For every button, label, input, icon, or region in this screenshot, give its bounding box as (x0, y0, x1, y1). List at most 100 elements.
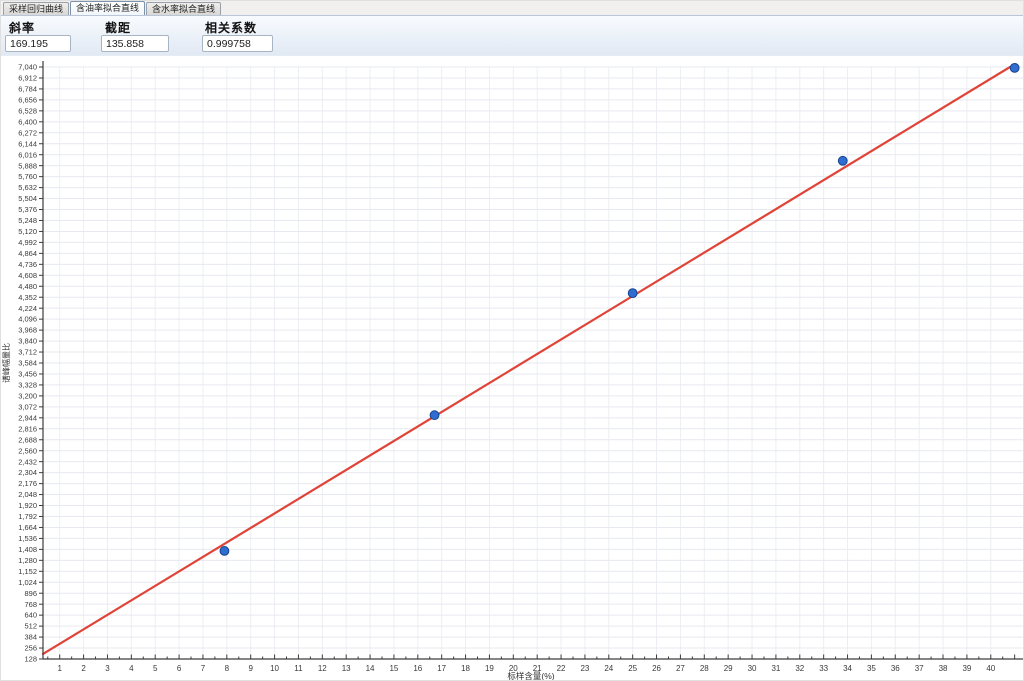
x-tick-label: 8 (225, 664, 230, 673)
x-tick-label: 11 (294, 664, 303, 673)
y-tick-label: 4,480 (18, 282, 37, 291)
x-tick-label: 31 (771, 664, 780, 673)
fit-line (41, 65, 1012, 656)
points-layer (219, 62, 1020, 556)
tab-sample-regression-curve[interactable]: 采样回归曲线 (3, 2, 70, 15)
y-tick-label: 5,760 (18, 172, 37, 181)
series-layer (41, 65, 1012, 656)
y-tick-label: 512 (24, 622, 37, 631)
y-tick-label: 2,432 (18, 457, 37, 466)
y-tick-label: 5,504 (18, 194, 37, 203)
x-tick-label: 2 (81, 664, 86, 673)
x-tick-label: 16 (413, 664, 422, 673)
x-tick-label: 15 (389, 664, 398, 673)
x-tick-label: 19 (485, 664, 494, 673)
tab-water-content-fit-line[interactable]: 含水率拟合直线 (146, 2, 222, 15)
y-tick-label: 5,248 (18, 216, 37, 225)
x-tick-label: 13 (342, 664, 351, 673)
correlation-coefficient-value-field[interactable] (202, 35, 273, 52)
x-tick-label: 30 (748, 664, 757, 673)
calibration-chart-area: 1 2 3 4 5 6 7 8 9 10 11 12 13 14 15 16 17 18 19 20 21 22 23 24 2… (1, 56, 1023, 681)
x-tick-label: 9 (248, 664, 253, 673)
y-tick-label: 6,016 (18, 150, 37, 159)
axis-layer: 1 2 3 4 5 6 7 8 9 10 11 12 13 14 15 16 17 18 19 20 21 22 23 24 2… (18, 61, 1023, 673)
data-point (627, 288, 638, 299)
intercept-value-field[interactable] (101, 35, 169, 52)
x-tick-label: 26 (652, 664, 661, 673)
y-tick-label: 3,456 (18, 370, 37, 379)
fit-parameter-panel: 斜率 截距 相关系数 (1, 15, 1023, 56)
y-tick-label: 1,920 (18, 501, 37, 510)
calibration-scatter-chart: 1 2 3 4 5 6 7 8 9 10 11 12 13 14 15 16 17 18 19 20 21 22 23 24 2… (1, 61, 1023, 681)
x-tick-label: 21 (533, 664, 542, 673)
y-tick-label: 6,528 (18, 106, 37, 115)
x-axis-title: 标样含量(%) (507, 671, 554, 681)
y-tick-label: 2,816 (18, 424, 37, 433)
y-tick-label: 2,176 (18, 479, 37, 488)
x-tick-label: 39 (962, 664, 971, 673)
y-tick-label: 2,048 (18, 490, 37, 499)
y-tick-label: 3,712 (18, 348, 37, 357)
x-tick-label: 1 (57, 664, 62, 673)
y-tick-label: 1,152 (18, 567, 37, 576)
x-tick-label: 38 (939, 664, 948, 673)
x-tick-label: 4 (129, 664, 134, 673)
y-tick-label: 6,144 (18, 139, 37, 148)
y-tick-label: 4,096 (18, 315, 37, 324)
y-tick-label: 1,024 (18, 578, 37, 587)
y-tick-label: 7,040 (18, 63, 37, 72)
x-tick-label: 33 (819, 664, 828, 673)
y-tick-label: 1,536 (18, 534, 37, 543)
y-axis-title: 谱峰幅量比 (1, 343, 11, 383)
x-tick-label: 22 (557, 664, 566, 673)
y-tick-label: 1,280 (18, 556, 37, 565)
x-tick-label: 7 (201, 664, 206, 673)
y-tick-label: 5,120 (18, 227, 37, 236)
y-tick-label: 2,688 (18, 435, 37, 444)
y-tick-label: 640 (24, 611, 37, 620)
x-tick-label: 25 (628, 664, 637, 673)
x-tick-label: 27 (676, 664, 685, 673)
x-tick-label: 10 (270, 664, 279, 673)
y-tick-label: 5,376 (18, 205, 37, 214)
y-tick-label: 4,992 (18, 238, 37, 247)
data-point (837, 155, 848, 166)
tab-strip: 采样回归曲线 含油率拟合直线 含水率拟合直线 (1, 1, 1023, 15)
y-tick-label: 3,200 (18, 391, 37, 400)
y-tick-label: 3,072 (18, 402, 37, 411)
data-point (429, 410, 440, 421)
x-tick-label: 35 (867, 664, 876, 673)
y-tick-label: 4,608 (18, 271, 37, 280)
y-tick-label: 1,664 (18, 523, 37, 532)
y-tick-label: 5,888 (18, 161, 37, 170)
x-tick-label: 18 (461, 664, 470, 673)
x-tick-label: 29 (724, 664, 733, 673)
y-tick-label: 5,632 (18, 183, 37, 192)
x-tick-label: 12 (318, 664, 327, 673)
x-tick-label: 32 (795, 664, 804, 673)
y-tick-label: 2,944 (18, 413, 37, 422)
y-tick-label: 2,560 (18, 446, 37, 455)
slope-value-field[interactable] (5, 35, 71, 52)
y-tick-label: 1,792 (18, 512, 37, 521)
y-tick-label: 6,784 (18, 85, 37, 94)
y-tick-label: 3,840 (18, 337, 37, 346)
x-tick-label: 20 (509, 664, 518, 673)
y-tick-label: 6,272 (18, 128, 37, 137)
x-tick-label: 24 (604, 664, 613, 673)
y-tick-label: 3,328 (18, 381, 37, 390)
x-tick-label: 34 (843, 664, 852, 673)
y-tick-label: 4,864 (18, 249, 37, 258)
y-tick-label: 6,912 (18, 74, 37, 83)
y-tick-label: 896 (24, 589, 37, 598)
x-tick-label: 28 (700, 664, 709, 673)
data-point (219, 546, 230, 556)
x-tick-label: 40 (986, 664, 995, 673)
x-tick-label: 5 (153, 664, 158, 673)
y-tick-label: 3,968 (18, 326, 37, 335)
x-tick-label: 37 (915, 664, 924, 673)
tab-oil-content-fit-line[interactable]: 含油率拟合直线 (70, 1, 146, 15)
y-tick-label: 2,304 (18, 468, 37, 477)
grid-layer (43, 66, 1023, 660)
